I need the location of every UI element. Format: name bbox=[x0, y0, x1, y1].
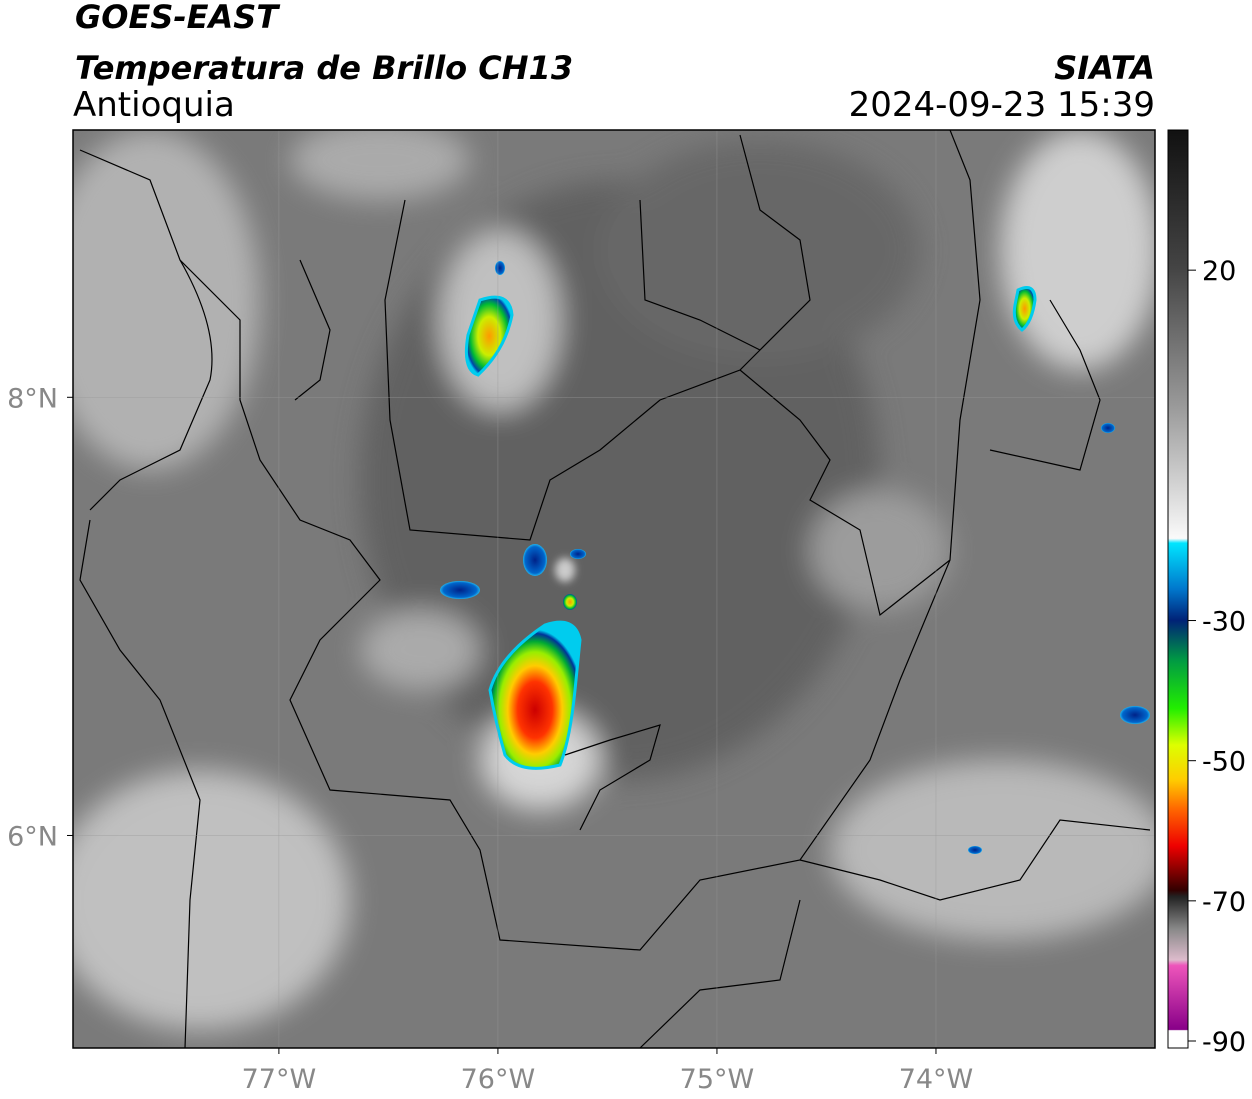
colorbar-tick-label: -50 bbox=[1202, 747, 1246, 778]
source: SIATA bbox=[1054, 49, 1155, 87]
y-tick-label: 8°N bbox=[7, 383, 58, 414]
region: Antioquia bbox=[73, 85, 235, 125]
colorbar-tick-label: -90 bbox=[1202, 1027, 1246, 1058]
colorbar-tick-label: -70 bbox=[1202, 887, 1246, 918]
colorbar-tick-label: -30 bbox=[1202, 607, 1246, 638]
subtitle: Temperatura de Brillo CH13 bbox=[75, 49, 573, 87]
x-tick-label: 77°W bbox=[242, 1064, 317, 1095]
map-frame bbox=[72, 129, 1156, 1049]
satellite-image bbox=[73, 130, 1155, 1048]
x-tick-label: 75°W bbox=[680, 1064, 755, 1095]
colorbar-tick-label: 20 bbox=[1202, 256, 1236, 287]
title: GOES-EAST bbox=[75, 0, 280, 36]
y-tick-label: 6°N bbox=[7, 821, 58, 852]
datetime: 2024-09-23 15:39 bbox=[849, 85, 1155, 125]
x-tick-label: 76°W bbox=[461, 1064, 536, 1095]
colorbar bbox=[1167, 129, 1189, 1049]
x-tick-label: 74°W bbox=[899, 1064, 974, 1095]
